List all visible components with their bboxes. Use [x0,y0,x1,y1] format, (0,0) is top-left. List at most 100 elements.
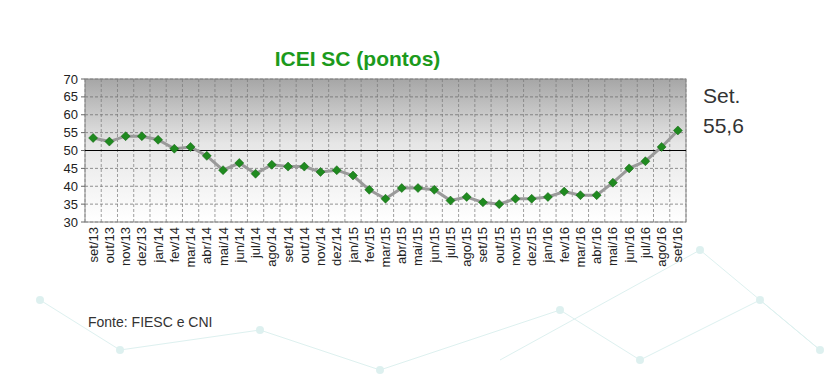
x-tick-label: jan/14 [151,227,166,263]
x-tick-label: ago/16 [654,227,669,267]
y-tick [81,150,85,151]
grid-line [85,204,686,205]
y-tick [81,79,85,80]
y-tick [81,204,85,205]
x-tick-label: jan/15 [346,227,361,263]
y-tick-label: 65 [64,89,78,104]
x-tick-label: nov/13 [118,227,133,266]
x-tick-label: nov/14 [313,227,328,266]
marker [673,126,682,135]
marker [202,151,211,160]
marker [284,162,293,171]
plot-area [85,79,686,222]
y-tick [81,186,85,187]
marker [657,142,666,151]
marker [332,166,341,175]
marker [430,185,439,194]
marker [608,178,617,187]
series-line [93,130,678,204]
x-tick-label: mar/16 [573,227,588,267]
marker [478,198,487,207]
y-tick [81,168,85,169]
x-tick-label: fev/16 [557,227,572,262]
title: ICEI SC (pontos) [275,47,441,70]
grid-line [85,114,686,115]
x-tick-label: jul/14 [248,227,263,259]
y-tick-label: 60 [64,107,78,122]
marker [154,135,163,144]
grid [85,79,686,222]
marker [381,194,390,203]
x-tick-label: nov/15 [508,227,523,266]
marker [235,159,244,168]
marker [592,191,601,200]
marker [625,164,634,173]
marker [413,184,422,193]
data-group [85,126,686,209]
y-tick-label: 50 [64,143,78,158]
y-tick-label: 70 [64,72,78,87]
x-tick-label: mar/14 [183,227,198,267]
annotation: 55,6 [703,114,744,137]
marker [349,171,358,180]
source: Fonte: FIESC e CNI [88,314,212,330]
x-tick-label: abr/16 [589,227,604,264]
x-tick-label: fev/14 [167,227,182,262]
x-tick-label: set/13 [86,227,101,262]
x-tick-label: mai/14 [216,227,231,266]
x-tick-label: dez/13 [134,227,149,266]
grid-line [85,168,686,169]
marker [251,169,260,178]
grid-line [85,132,686,133]
marker [137,132,146,141]
marker [267,160,276,169]
x-tick-label: mai/15 [410,227,425,266]
marker [446,196,455,205]
marker [576,191,585,200]
x-tick-label: ago/15 [459,227,474,267]
marker [300,162,309,171]
marker [397,184,406,193]
x-tick-label: mar/15 [378,227,393,267]
plot-frame [85,79,686,222]
x-tick-label: jun/16 [622,227,637,263]
marker [186,142,195,151]
y-tick [81,96,85,97]
y-tick-label: 40 [64,179,78,194]
annotation: Set. [703,84,740,107]
grid-line [85,186,686,187]
marker [365,185,374,194]
marker [121,132,130,141]
y-tick [81,132,85,133]
x-tick-label: set/14 [281,227,296,262]
y-tick-label: 55 [64,125,78,140]
marker [495,200,504,209]
marker [560,187,569,196]
y-tick-label: 45 [64,161,78,176]
marker [641,157,650,166]
marker [105,137,114,146]
marker [316,167,325,176]
x-tick-label: jul/16 [638,227,653,259]
marker [462,192,471,201]
x-tick-label: jul/15 [443,227,458,259]
x-tick-label: dez/14 [329,227,344,266]
x-tick-label: set/15 [475,227,490,262]
marker [511,194,520,203]
x-tick-label: jan/16 [540,227,555,263]
x-tick-label: jun/15 [427,227,442,263]
y-tick [81,222,85,223]
x-tick-label: ago/14 [264,227,279,267]
x-tick-label: set/16 [670,227,685,262]
x-tick-label: abr/15 [394,227,409,264]
x-tick-label: out/14 [297,227,312,263]
y-tick-label: 35 [64,197,78,212]
x-tick-label: mai/16 [605,227,620,266]
marker [543,192,552,201]
y-tick-label: 30 [64,215,78,230]
marker [527,194,536,203]
x-tick-label: abr/14 [199,227,214,264]
marker [170,144,179,153]
decoration [36,246,824,374]
marker [89,133,98,142]
